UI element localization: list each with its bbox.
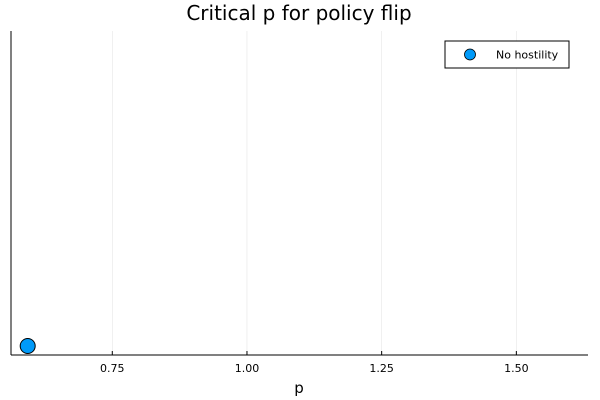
- x-tick-label: 1.50: [504, 362, 529, 375]
- scatter-point: [19, 338, 36, 354]
- chart-title: Critical p for policy flip: [186, 1, 411, 25]
- legend-marker: [464, 48, 476, 61]
- legend-box: [444, 40, 570, 69]
- x-tick-label: 1.00: [235, 362, 260, 375]
- x-tick-label: 1.25: [369, 362, 394, 375]
- legend-label: No hostility: [496, 49, 559, 62]
- legend: No hostility: [444, 40, 570, 69]
- grid: [111, 31, 517, 355]
- x-ticks: 0.75 1.00 1.25 1.50: [100, 351, 529, 375]
- axes: [10, 31, 588, 356]
- x-axis-label: p: [294, 379, 304, 397]
- x-tick-label: 0.75: [100, 362, 125, 375]
- data-points: [19, 338, 36, 354]
